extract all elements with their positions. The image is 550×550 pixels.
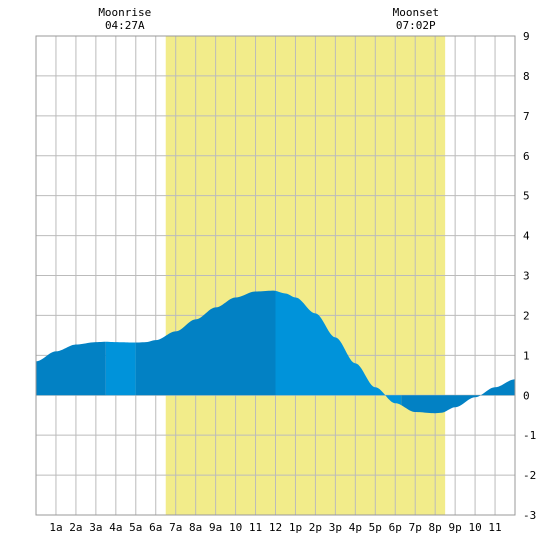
tide-area-segment (135, 290, 276, 396)
x-tick-label: 11 (249, 521, 262, 534)
tide-area-segment (401, 379, 515, 414)
moonrise-label: Moonrise (98, 6, 151, 19)
y-tick-label: -3 (523, 509, 536, 522)
y-tick-label: 2 (523, 309, 530, 322)
y-tick-label: 4 (523, 230, 530, 243)
x-tick-label: 8a (189, 521, 202, 534)
tide-area-segment (275, 290, 402, 406)
x-tick-label: 5a (129, 521, 142, 534)
x-tick-label: 5p (369, 521, 382, 534)
x-tick-label: 8p (429, 521, 442, 534)
tide-area-segment (105, 341, 136, 396)
y-tick-label: -2 (523, 469, 536, 482)
x-tick-label: 11 (488, 521, 501, 534)
x-tick-label: 3p (329, 521, 342, 534)
plot-frame (35, 35, 516, 516)
y-tick-label: 6 (523, 150, 530, 163)
y-tick-label: 0 (523, 389, 530, 402)
x-tick-label: 1a (49, 521, 62, 534)
x-tick-label: 10 (229, 521, 242, 534)
x-tick-label: 9a (209, 521, 222, 534)
x-tick-label: 6p (389, 521, 402, 534)
x-tick-label: 7a (169, 521, 182, 534)
y-tick-label: 1 (523, 349, 530, 362)
y-tick-label: -1 (523, 429, 536, 442)
x-tick-label: 12 (269, 521, 282, 534)
moonset-label: Moonset (393, 6, 439, 19)
x-tick-label: 4a (109, 521, 122, 534)
x-tick-label: 7p (409, 521, 422, 534)
x-tick-label: 1p (289, 521, 302, 534)
y-tick-labels: -3 -2 -1 0 1 2 3 4 5 6 7 8 9 (523, 30, 536, 522)
y-tick-label: 7 (523, 110, 530, 123)
x-tick-label: 9p (449, 521, 462, 534)
moonset-time: 07:02P (396, 19, 436, 32)
tide-area-layer (36, 290, 515, 414)
x-tick-label: 2p (309, 521, 322, 534)
y-tick-label: 3 (523, 270, 530, 283)
moonrise-time: 04:27A (105, 19, 145, 32)
x-tick-label: 6a (149, 521, 162, 534)
y-tick-label: 9 (523, 30, 530, 43)
tide-area-segment (36, 341, 106, 396)
x-tick-labels: 1a 2a 3a 4a 5a 6a 7a 8a 9a 10 11 12 1p 2p 3p 4p 5p 6p 7p 8p… (49, 521, 501, 534)
x-tick-label: 4p (349, 521, 362, 534)
y-tick-label: 5 (523, 190, 530, 203)
y-tick-label: 8 (523, 70, 530, 83)
x-tick-label: 3a (89, 521, 102, 534)
x-tick-label: 2a (69, 521, 82, 534)
x-tick-label: 10 (468, 521, 481, 534)
